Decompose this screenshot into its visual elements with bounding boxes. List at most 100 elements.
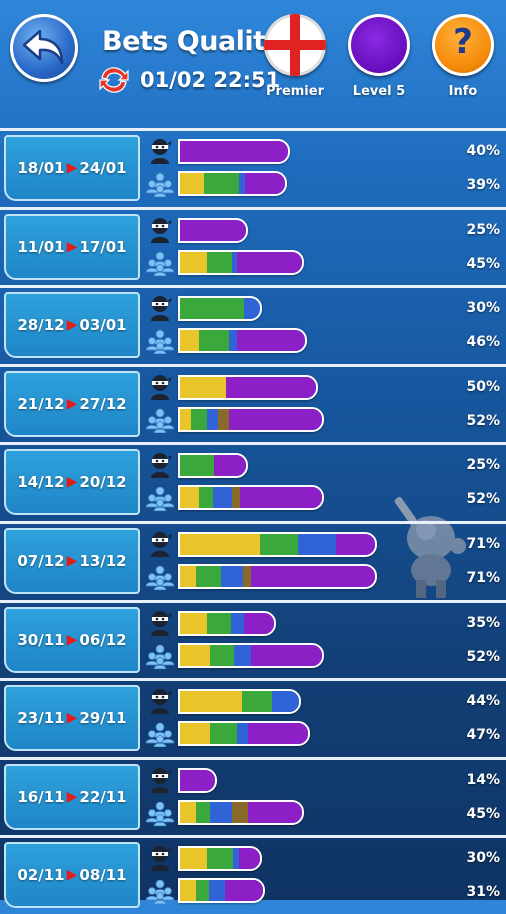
arrow-right-icon: ▶ [66,552,78,569]
info-button[interactable]: ? [432,14,494,76]
bar-segment-blue [221,565,244,587]
week-date-range[interactable]: 02/11 ▶ 08/11 [4,842,140,909]
bar-segment-blue [237,723,248,745]
bar-segment-yellow [180,533,260,555]
current-datetime: 01/02 22:51 [140,68,281,92]
community-percentage: 52% [466,648,500,665]
community-quality-bar [178,406,324,432]
week-row[interactable]: 23/11 ▶ 29/11 44% 47% [0,678,506,757]
week-row[interactable]: 07/12 ▶ 13/12 71% 71% [0,520,506,600]
bar-segment-purple [247,801,302,823]
week-date-range[interactable]: 28/12 ▶ 03/01 [4,292,140,359]
bar-segment-yellow [180,330,199,352]
league-flag-button[interactable] [264,14,326,76]
bar-segment-purple [336,533,375,555]
crowd-users-icon [146,722,174,748]
bar-segment-green [190,408,208,430]
bar-segment-brown [243,565,252,587]
week-row[interactable]: 16/11 ▶ 22/11 14% 45% [0,756,506,836]
crowd-users-icon [146,644,174,669]
week-start-date: 14/12 [17,473,65,492]
week-date-range[interactable]: 14/12 ▶ 20/12 [4,449,140,516]
tipster-percentage: 14% [466,771,500,788]
community-percentage: 45% [466,255,500,272]
bar-segment-purple [180,219,246,241]
community-percentage: 31% [466,884,500,901]
week-start-date: 28/12 [17,316,65,335]
arrow-right-icon: ▶ [66,631,78,648]
community-quality-bar [178,721,310,747]
bar-segment-yellow [180,848,207,870]
bar-segment-yellow [180,565,197,587]
week-row[interactable]: 14/12 ▶ 20/12 25% 52% [0,442,506,521]
bar-segment-purple [239,487,322,509]
bar-segment-purple [226,376,316,398]
community-quality-bar [178,171,288,196]
crowd-users-icon [146,879,174,905]
tipster-quality-bar [178,139,290,164]
week-start-date: 02/11 [17,866,65,885]
week-date-range[interactable]: 23/11 ▶ 29/11 [4,685,140,752]
bar-segment-purple [238,848,260,870]
community-percentage: 52% [466,412,500,429]
crowd-users-icon [146,801,174,826]
bar-segment-green [180,298,244,320]
bar-segment-blue [209,801,232,823]
tipster-quality-bar [178,689,302,715]
arrow-right-icon: ▶ [66,160,78,176]
bar-segment-purple [225,880,263,902]
tipster-quality-bar [178,531,377,557]
bar-segment-purple [244,612,274,634]
week-start-date: 16/11 [17,787,65,806]
week-row[interactable]: 11/01 ▶ 17/01 25% 45% [0,206,506,286]
tipster-percentage: 71% [466,535,500,552]
page-title: Bets Quality [102,26,283,57]
level-button[interactable] [348,14,410,76]
bar-segment-green [206,848,234,870]
back-button[interactable] [10,14,78,82]
bar-segment-green [196,801,210,823]
week-end-date: 27/12 [79,394,127,413]
week-row[interactable]: 30/11 ▶ 06/12 35% 52% [0,599,506,679]
week-date-range[interactable]: 18/01 ▶ 24/01 [4,135,140,201]
arrow-right-icon: ▶ [66,788,78,805]
bar-segment-green [209,723,237,745]
week-row[interactable]: 21/12 ▶ 27/12 50% 52% [0,363,506,443]
arrow-right-icon: ▶ [66,317,78,334]
bets-quality-list: 18/01 ▶ 24/01 40% 39% 11/01 ▶ 17/01 25% 45% 28/12 ▶… [0,128,506,914]
bar-segment-blue [209,880,226,902]
week-row[interactable]: 18/01 ▶ 24/01 40% 39% [0,128,506,207]
week-date-range[interactable]: 30/11 ▶ 06/12 [4,606,140,673]
refresh-icon[interactable] [96,64,132,96]
tipster-percentage: 30% [466,300,500,317]
bar-segment-blue [228,330,237,352]
bar-segment-blue [244,298,260,320]
league-label: Premier [266,84,324,99]
bar-segment-green [242,691,273,713]
monster-illustration [394,497,466,598]
tipster-quality-bar [178,767,218,793]
arrow-right-icon: ▶ [66,238,78,255]
week-date-range[interactable]: 07/12 ▶ 13/12 [4,527,140,594]
ninja-tipster-icon [151,453,172,479]
bar-segment-brown [231,801,248,823]
community-quality-bar [178,563,377,589]
week-date-range[interactable]: 11/01 ▶ 17/01 [4,213,140,280]
bar-segment-yellow [180,612,207,634]
week-date-range[interactable]: 21/12 ▶ 27/12 [4,370,140,437]
week-row[interactable]: 28/12 ▶ 03/01 30% 46% [0,285,506,364]
week-date-range[interactable]: 16/11 ▶ 22/11 [4,763,140,830]
bar-segment-yellow [180,801,197,823]
week-start-date: 30/11 [17,630,65,649]
bar-segment-purple [180,769,216,791]
crowd-users-icon [146,408,174,433]
bar-segment-yellow [180,251,208,273]
week-row[interactable]: 02/11 ▶ 08/11 30% 31% [0,835,506,914]
bar-segment-purple [250,644,322,666]
ninja-tipster-icon [151,531,172,557]
bar-segment-purple [214,455,246,477]
arrow-right-icon: ▶ [66,867,78,884]
community-quality-bar [178,799,304,825]
bar-segment-brown [218,408,229,430]
week-end-date: 06/12 [79,630,127,649]
